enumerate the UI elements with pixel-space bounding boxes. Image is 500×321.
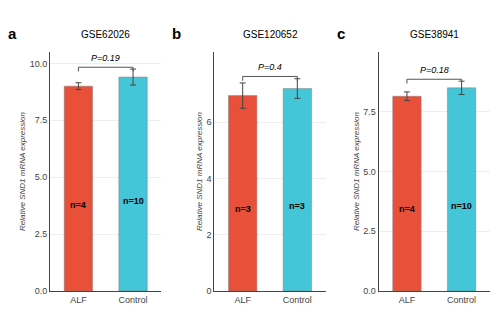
svg-text:6: 6 bbox=[206, 117, 211, 127]
svg-text:GSE120652: GSE120652 bbox=[243, 29, 298, 40]
svg-text:P=0.4: P=0.4 bbox=[258, 62, 282, 72]
svg-text:Relative SND1 mRNA expression: Relative SND1 mRNA expression bbox=[195, 112, 204, 231]
svg-text:2.5: 2.5 bbox=[363, 226, 376, 236]
svg-text:n=4: n=4 bbox=[70, 200, 86, 210]
svg-text:7.5: 7.5 bbox=[363, 107, 376, 117]
svg-text:P=0.19: P=0.19 bbox=[91, 53, 120, 63]
svg-text:n=3: n=3 bbox=[289, 201, 305, 211]
svg-text:Control: Control bbox=[119, 295, 148, 305]
svg-text:Relative SND1 mRNA expression: Relative SND1 mRNA expression bbox=[352, 112, 361, 231]
svg-text:P=0.18: P=0.18 bbox=[420, 65, 449, 75]
svg-text:0.0: 0.0 bbox=[363, 286, 376, 296]
svg-text:c: c bbox=[337, 25, 345, 42]
svg-text:2.5: 2.5 bbox=[35, 229, 48, 239]
svg-text:b: b bbox=[172, 25, 181, 42]
svg-text:5.0: 5.0 bbox=[35, 172, 48, 182]
svg-text:0.0: 0.0 bbox=[35, 286, 48, 296]
svg-text:7.5: 7.5 bbox=[35, 115, 48, 125]
svg-text:10.0: 10.0 bbox=[30, 59, 48, 69]
svg-text:n=10: n=10 bbox=[451, 201, 472, 211]
svg-text:GSE38941: GSE38941 bbox=[410, 29, 459, 40]
svg-text:Control: Control bbox=[283, 295, 312, 305]
svg-text:ALF: ALF bbox=[399, 295, 416, 305]
svg-text:n=10: n=10 bbox=[123, 196, 144, 206]
svg-text:0: 0 bbox=[206, 286, 211, 296]
svg-text:4: 4 bbox=[206, 174, 211, 184]
svg-text:5.0: 5.0 bbox=[363, 167, 376, 177]
svg-text:Control: Control bbox=[447, 295, 476, 305]
svg-text:2: 2 bbox=[206, 230, 211, 240]
svg-text:GSE62026: GSE62026 bbox=[81, 29, 130, 40]
svg-text:a: a bbox=[8, 25, 17, 42]
svg-text:ALF: ALF bbox=[70, 295, 87, 305]
svg-text:n=4: n=4 bbox=[399, 204, 415, 214]
svg-text:n=3: n=3 bbox=[235, 204, 251, 214]
svg-text:Relative SND1 mRNA expression: Relative SND1 mRNA expression bbox=[18, 112, 27, 231]
svg-text:ALF: ALF bbox=[234, 295, 251, 305]
